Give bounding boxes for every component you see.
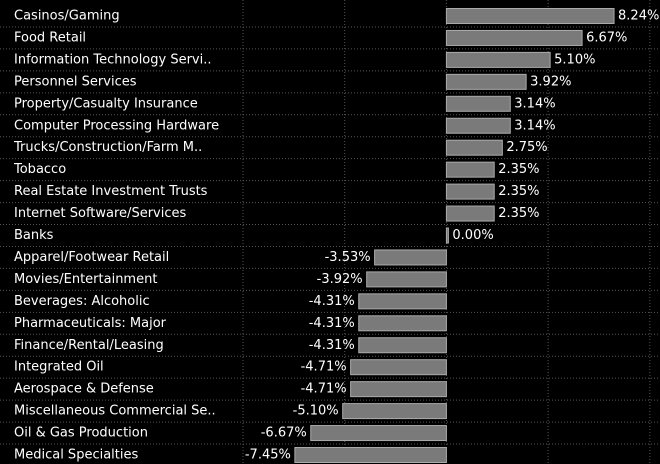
bar	[374, 249, 447, 266]
bar	[358, 315, 447, 332]
value-label: 3.14%	[514, 96, 555, 111]
value-label: -3.53%	[325, 250, 371, 265]
value-label: -4.71%	[301, 382, 347, 397]
category-label: Integrated Oil	[14, 360, 104, 375]
bar	[445, 161, 495, 178]
category-label: Information Technology Servi..	[14, 52, 212, 67]
bar	[445, 183, 495, 200]
value-label: 0.00%	[452, 228, 493, 243]
bar	[445, 95, 511, 112]
category-label: Miscellaneous Commercial Se..	[14, 404, 216, 419]
value-label: 2.35%	[498, 184, 539, 199]
value-label: 5.10%	[554, 52, 595, 67]
value-label: 2.75%	[506, 140, 547, 155]
bar	[445, 227, 449, 244]
bar	[294, 447, 447, 463]
bar	[445, 8, 615, 24]
bar	[358, 293, 447, 310]
bar	[445, 73, 527, 90]
bar	[366, 271, 447, 288]
category-label: Real Estate Investment Trusts	[14, 184, 208, 199]
bar	[342, 403, 447, 420]
value-label: 2.35%	[498, 206, 539, 221]
category-label: Oil & Gas Production	[14, 426, 148, 441]
bar	[358, 337, 447, 354]
value-label: -4.71%	[301, 360, 347, 375]
category-label: Aerospace & Defense	[14, 382, 154, 397]
value-label: -6.67%	[261, 426, 307, 441]
bar	[310, 425, 447, 442]
value-label: -4.31%	[309, 316, 355, 331]
bar	[445, 51, 551, 68]
bar	[350, 381, 447, 398]
value-label: 8.24%	[618, 9, 659, 24]
bar	[445, 29, 583, 46]
category-label: Movies/Entertainment	[14, 272, 157, 287]
category-label: Pharmaceuticals: Major	[14, 316, 167, 331]
value-label: 2.35%	[498, 162, 539, 177]
category-label: Property/Casualty Insurance	[14, 96, 198, 111]
bar	[445, 205, 495, 222]
value-label: -5.10%	[293, 404, 339, 419]
value-label: 3.14%	[514, 118, 555, 133]
category-label: Trucks/Construction/Farm M..	[13, 140, 202, 155]
value-label: 3.92%	[530, 74, 571, 89]
value-label: 6.67%	[586, 30, 627, 45]
bar	[350, 359, 447, 376]
category-label: Tobacco	[13, 162, 66, 177]
category-label: Banks	[14, 228, 54, 243]
category-label: Beverages: Alcoholic	[14, 294, 150, 309]
value-label: -7.45%	[245, 448, 291, 463]
category-label: Food Retail	[14, 30, 86, 45]
category-label: Apparel/Footwear Retail	[14, 250, 169, 265]
bar	[445, 117, 511, 134]
category-label: Medical Specialties	[14, 448, 138, 463]
bar	[445, 139, 503, 156]
category-label: Internet Software/Services	[14, 206, 186, 221]
value-label: -4.31%	[309, 338, 355, 353]
category-label: Computer Processing Hardware	[14, 118, 219, 133]
value-label: -4.31%	[309, 294, 355, 309]
category-label: Casinos/Gaming	[14, 9, 120, 24]
category-label: Finance/Rental/Leasing	[14, 338, 164, 353]
value-label: -3.92%	[317, 272, 363, 287]
category-label: Personnel Services	[14, 74, 137, 89]
